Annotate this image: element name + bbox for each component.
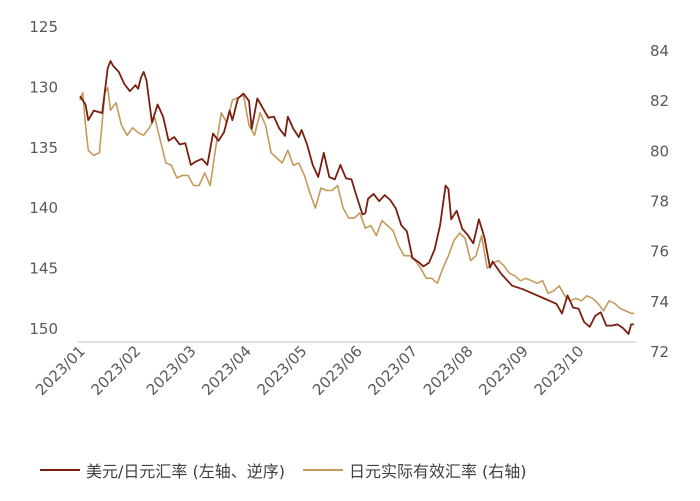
legend-label-usdjpy: 美元/日元汇率 (左轴、逆序) bbox=[86, 462, 285, 481]
legend-label-reer: 日元实际有效汇率 (右轴) bbox=[348, 462, 527, 481]
right-tick-label: 72 bbox=[650, 343, 669, 361]
left-tick-label: 140 bbox=[29, 199, 58, 217]
x-tick-label: 2023/09 bbox=[475, 342, 532, 399]
right-tick-label: 80 bbox=[650, 142, 669, 160]
left-tick-label: 130 bbox=[29, 78, 58, 96]
series-line-reer bbox=[79, 86, 634, 315]
right-tick-label: 74 bbox=[650, 293, 669, 311]
x-tick-label: 2023/06 bbox=[309, 342, 366, 399]
left-tick-label: 150 bbox=[29, 320, 58, 338]
legend-item-reer: 日元实际有效汇率 (右轴) bbox=[302, 458, 527, 482]
legend-item-usdjpy: 美元/日元汇率 (左轴、逆序) bbox=[40, 458, 285, 482]
left-tick-label: 145 bbox=[29, 260, 58, 278]
x-tick-label: 2023/04 bbox=[198, 342, 255, 399]
series-group bbox=[79, 60, 634, 335]
x-axis-ticks: 2023/012023/022023/032023/042023/052023/… bbox=[32, 342, 587, 399]
right-tick-label: 76 bbox=[650, 243, 669, 261]
left-tick-label: 135 bbox=[29, 139, 58, 157]
right-tick-label: 78 bbox=[650, 193, 669, 211]
series-line-usdjpy bbox=[79, 60, 634, 335]
right-tick-label: 84 bbox=[650, 42, 669, 60]
right-axis-ticks: 72 74 76 78 80 82 84 bbox=[650, 42, 669, 361]
x-tick-label: 2023/03 bbox=[143, 342, 200, 399]
x-tick-label: 2023/02 bbox=[87, 342, 144, 399]
left-tick-label: 125 bbox=[29, 18, 58, 36]
legend-swatch-reer bbox=[302, 469, 343, 471]
x-tick-label: 2023/08 bbox=[420, 342, 477, 399]
x-tick-label: 2023/10 bbox=[531, 342, 588, 399]
right-tick-label: 82 bbox=[650, 92, 669, 110]
legend-swatch-usdjpy bbox=[40, 469, 80, 471]
left-axis-ticks: 125 130 135 140 145 150 bbox=[29, 18, 58, 338]
x-tick-label: 2023/01 bbox=[32, 342, 89, 399]
x-tick-label: 2023/05 bbox=[254, 342, 311, 399]
legend: 美元/日元汇率 (左轴、逆序) 日元实际有效汇率 (右轴) bbox=[40, 458, 680, 482]
x-tick-label: 2023/07 bbox=[364, 342, 421, 399]
